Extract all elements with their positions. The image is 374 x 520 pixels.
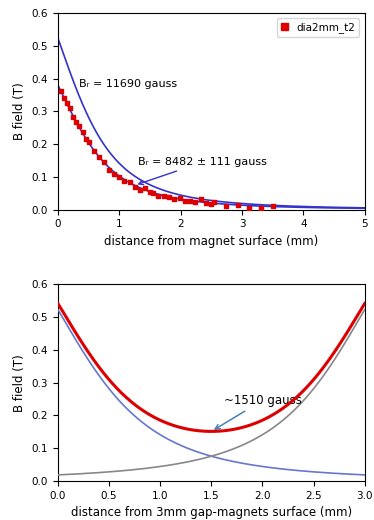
Point bbox=[142, 184, 148, 192]
Point bbox=[111, 170, 117, 178]
Point bbox=[203, 198, 209, 206]
Point bbox=[91, 147, 97, 155]
Point bbox=[106, 166, 112, 174]
Point bbox=[73, 118, 79, 126]
Text: Bᵣ = 11690 gauss: Bᵣ = 11690 gauss bbox=[79, 79, 178, 89]
Point bbox=[132, 183, 138, 191]
Point bbox=[76, 122, 82, 130]
Point bbox=[58, 87, 64, 95]
Point bbox=[211, 198, 217, 206]
Point bbox=[208, 200, 214, 209]
Point bbox=[64, 99, 70, 108]
Point bbox=[86, 138, 92, 146]
X-axis label: distance from 3mm gap-magnets surface (mm): distance from 3mm gap-magnets surface (m… bbox=[71, 506, 352, 519]
Y-axis label: B field (T): B field (T) bbox=[13, 354, 26, 411]
Point bbox=[235, 201, 241, 209]
Text: ~1510 gauss: ~1510 gauss bbox=[215, 394, 301, 429]
X-axis label: distance from magnet surface (mm): distance from magnet surface (mm) bbox=[104, 235, 318, 248]
Point bbox=[187, 197, 193, 205]
Point bbox=[193, 198, 199, 206]
Y-axis label: B field (T): B field (T) bbox=[13, 83, 26, 140]
Point bbox=[80, 128, 86, 136]
Point bbox=[171, 196, 177, 204]
Point bbox=[67, 104, 73, 112]
Point bbox=[182, 197, 188, 205]
Point bbox=[122, 177, 128, 185]
Point bbox=[147, 188, 153, 196]
Point bbox=[270, 202, 276, 211]
Point bbox=[61, 94, 67, 102]
Point bbox=[70, 112, 76, 121]
Point bbox=[101, 158, 107, 166]
Point bbox=[137, 186, 143, 194]
Point bbox=[150, 188, 156, 197]
Point bbox=[83, 135, 89, 143]
Point bbox=[223, 202, 229, 210]
Point bbox=[96, 153, 102, 161]
Point bbox=[246, 204, 252, 212]
Point bbox=[198, 196, 204, 204]
Point bbox=[116, 173, 122, 181]
Text: Bᵣ = 8482 ± 111 gauss: Bᵣ = 8482 ± 111 gauss bbox=[138, 158, 267, 185]
Point bbox=[161, 192, 167, 201]
Point bbox=[155, 192, 161, 200]
Legend: dia2mm_t2: dia2mm_t2 bbox=[277, 18, 359, 37]
Point bbox=[166, 192, 172, 201]
Point bbox=[258, 204, 264, 212]
Point bbox=[126, 178, 132, 186]
Point bbox=[177, 194, 183, 203]
